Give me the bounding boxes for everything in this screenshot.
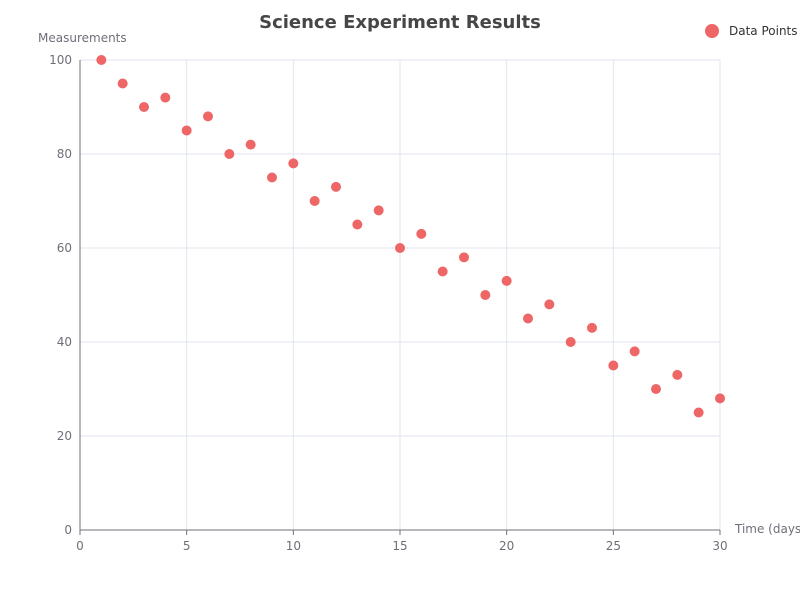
data-point[interactable] (117, 78, 128, 89)
data-point[interactable] (587, 322, 597, 333)
data-point[interactable] (245, 139, 256, 150)
data-point[interactable] (288, 158, 299, 169)
y-tick-label: 100 (49, 53, 72, 67)
y-axis-ticks: 0 20 40 60 80 100 (49, 53, 72, 537)
data-point[interactable] (203, 111, 213, 122)
data-point[interactable] (309, 196, 320, 206)
x-tick-label: 25 (606, 539, 621, 553)
data-point[interactable] (523, 313, 533, 324)
data-point[interactable] (395, 243, 405, 253)
data-point[interactable] (160, 92, 171, 103)
y-tick-label: 0 (64, 523, 72, 537)
y-tick-label: 60 (57, 241, 72, 255)
data-point[interactable] (352, 219, 363, 230)
y-tick-label: 80 (57, 147, 72, 161)
data-point[interactable] (651, 384, 661, 394)
data-point[interactable] (544, 299, 555, 310)
data-point[interactable] (629, 346, 640, 357)
legend-marker-icon[interactable] (705, 24, 719, 38)
data-point[interactable] (437, 266, 448, 277)
data-point[interactable] (501, 275, 512, 286)
y-tick-label: 40 (57, 335, 72, 349)
x-tick-label: 5 (183, 539, 191, 553)
y-axis-label: Measurements (38, 31, 127, 45)
data-point[interactable] (96, 55, 107, 65)
data-point[interactable] (267, 172, 277, 183)
data-point[interactable] (672, 369, 683, 380)
x-tick-label: 30 (712, 539, 727, 553)
data-point[interactable] (224, 149, 235, 159)
y-tick-label: 20 (57, 429, 72, 443)
legend[interactable]: Data Points (705, 24, 798, 38)
data-points[interactable] (96, 55, 725, 418)
data-point[interactable] (181, 125, 192, 136)
x-tick-label: 10 (286, 539, 301, 553)
data-point[interactable] (693, 407, 704, 418)
data-point[interactable] (565, 337, 576, 347)
data-point[interactable] (480, 290, 491, 300)
x-tick-label: 20 (499, 539, 514, 553)
data-point[interactable] (608, 360, 619, 371)
data-point[interactable] (373, 205, 384, 216)
x-tick-label: 15 (392, 539, 407, 553)
chart-title: Science Experiment Results (259, 12, 541, 33)
data-point[interactable] (715, 393, 725, 404)
grid-lines (80, 59, 721, 530)
x-axis-label: Time (days) (734, 522, 800, 536)
data-point[interactable] (331, 181, 341, 192)
legend-label[interactable]: Data Points (729, 24, 798, 38)
data-point[interactable] (459, 252, 469, 263)
x-axis-ticks: 0 5 10 15 20 25 30 (76, 530, 728, 553)
data-point[interactable] (139, 102, 149, 112)
x-tick-label: 0 (76, 539, 84, 553)
data-point[interactable] (416, 228, 427, 239)
